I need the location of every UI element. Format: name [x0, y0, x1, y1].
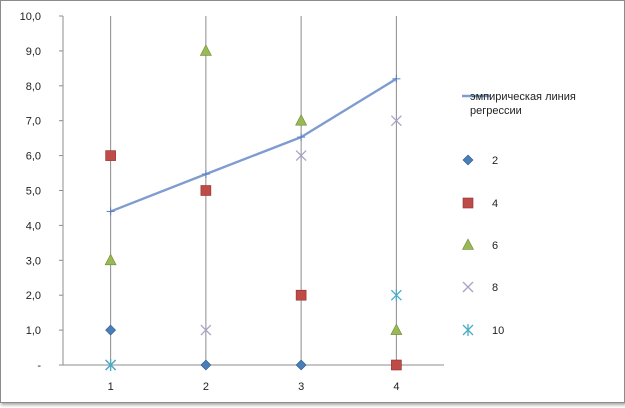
legend-marker-swatch	[462, 154, 474, 166]
regression-line-point	[297, 133, 306, 142]
legend-item: 6	[462, 238, 498, 252]
legend-label: 2	[492, 155, 498, 167]
legend-item: 4	[462, 197, 498, 210]
x-tick-label: 3	[298, 381, 304, 393]
regression-line	[110, 77, 398, 213]
legend-item: 10	[462, 324, 504, 337]
x-tick-label: 1	[108, 381, 114, 393]
y-axis-tick-labels: - 1,0 2,0 3,0 4,0 5,0 6,0 7,0 8,0 9,0 10,0	[20, 11, 42, 372]
plot-marks	[104, 44, 403, 371]
series-6-point	[199, 44, 212, 56]
series-8-point	[200, 324, 212, 336]
series-2-point	[200, 359, 212, 371]
x-axis-tick-labels: 1 2 3 4	[108, 381, 400, 393]
series-10-point	[390, 289, 402, 302]
series-8-point	[295, 150, 307, 162]
series-2-point	[105, 324, 117, 336]
series-6-point	[295, 114, 308, 126]
series-4-point	[295, 289, 307, 301]
legend-marker-swatch	[462, 238, 474, 250]
series-6-point	[104, 253, 117, 266]
x-tick-label: 4	[393, 381, 399, 393]
legend-label: эмпирическая линия регрессии	[470, 91, 576, 117]
y-tick-label: 10,0	[20, 11, 41, 23]
y-tick-label: 1,0	[26, 325, 41, 337]
regression-line-point	[106, 207, 115, 216]
grid-lines	[59, 15, 397, 369]
legend-label: 6	[492, 240, 498, 252]
legend-marker-swatch	[462, 324, 474, 336]
legend-item: 2	[462, 154, 498, 167]
series-4-point	[391, 359, 402, 371]
regression-line-point	[201, 170, 210, 179]
series-8-point	[390, 115, 402, 127]
y-tick-label: 9,0	[26, 46, 41, 58]
series-4-point	[105, 150, 116, 161]
legend-item: эмпирическая линия регрессии	[462, 91, 576, 117]
legend-label: 10	[492, 325, 504, 337]
series-10-point	[105, 359, 117, 371]
series-4-point	[200, 185, 212, 196]
legend-label: 4	[492, 198, 498, 210]
legend-marker-swatch	[462, 281, 474, 293]
y-tick-label: 4,0	[26, 220, 41, 232]
legend-label: 8	[492, 282, 498, 294]
y-tick-label: 5,0	[26, 186, 41, 198]
regression-line-point	[392, 74, 401, 83]
y-tick-label: 3,0	[26, 255, 41, 267]
y-tick-label: 8,0	[26, 81, 41, 93]
legend-item: 8	[462, 281, 498, 294]
y-tick-label: 2,0	[26, 290, 41, 302]
legend: эмпирическая линия регрессии 2 4 6 8 10	[462, 91, 576, 337]
series-2-point	[295, 359, 307, 371]
y-tick-label: -	[37, 360, 41, 372]
y-tick-label: 7,0	[26, 116, 41, 128]
x-tick-label: 2	[203, 381, 209, 393]
y-tick-label: 6,0	[26, 151, 41, 163]
legend-marker-swatch	[462, 197, 474, 209]
series-6-point	[390, 323, 403, 335]
